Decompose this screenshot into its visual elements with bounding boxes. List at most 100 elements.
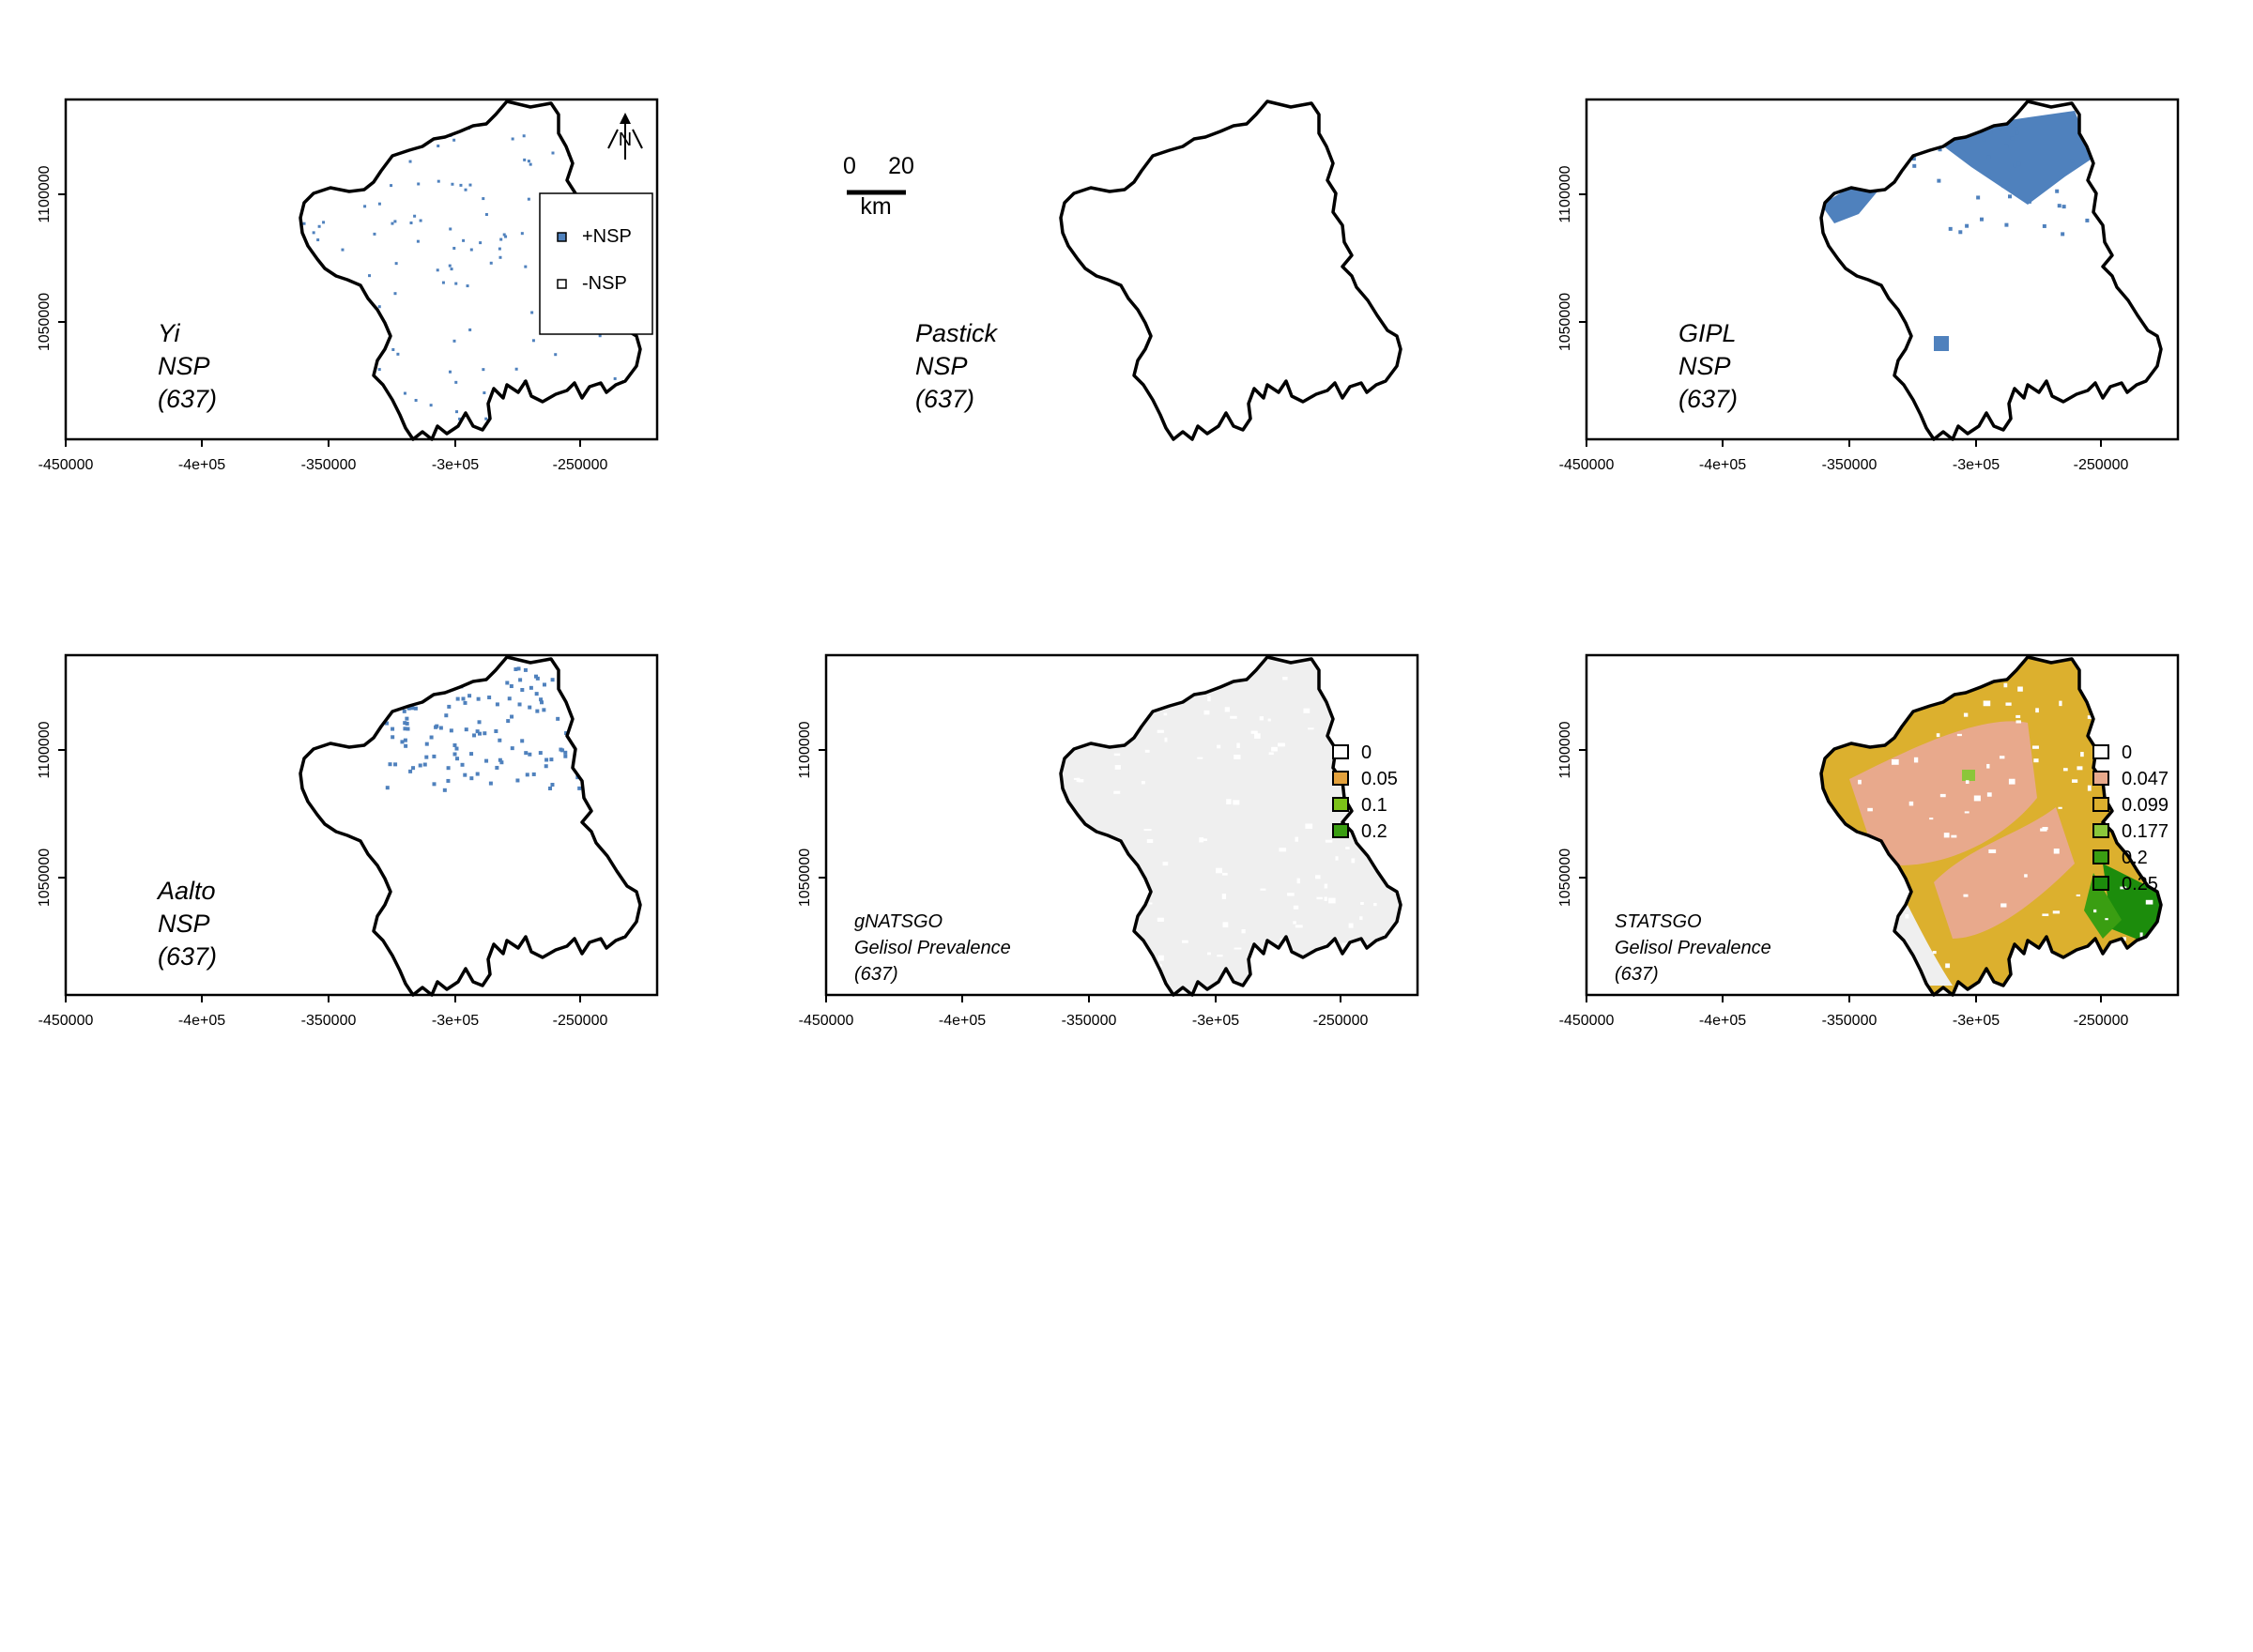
raster-cell [2059,700,2062,707]
raster-cell [2128,676,2134,681]
nsp-cell [2070,159,2075,163]
raster-cell [2015,720,2021,724]
nsp-cell [588,119,591,123]
nsp-cell [341,389,345,392]
nsp-cell [452,679,456,683]
nsp-cell [446,766,451,771]
y-tick-label: 1100000 [797,721,813,778]
raster-cell [1114,765,1121,770]
nsp-cell [528,705,532,710]
map-panel-aalto: -450000 -4e+05 -350000 -3e+05 -250000 1100000… [37,653,659,1029]
nsp-cell [498,255,502,259]
raster-cell [1282,676,1288,681]
raster-cell [1353,690,1359,693]
raster-cell [1134,956,1141,962]
nsp-cell [356,111,360,115]
nsp-cell [436,268,439,272]
nsp-cell [412,119,416,123]
nsp-cell [317,224,321,228]
x-tick-label: -3e+05 [1953,1013,2000,1029]
raster-cell [1913,757,1919,763]
raster-cell [1241,928,1246,934]
raster-cell [1142,959,1148,963]
raster-cell [1983,700,1991,707]
nsp-cell [1958,230,1963,235]
nsp-cell [580,165,584,169]
x-tick-label: -450000 [799,1013,854,1029]
nsp-cell [385,786,390,790]
raster-cell [1848,736,1853,739]
nsp-cell [520,687,525,692]
raster-cell [1203,710,1210,715]
nsp-cell [529,162,532,166]
nsp-cell [388,688,392,693]
nsp-cell [489,261,493,265]
raster-cell [1236,742,1240,749]
nsp-cell [467,694,472,698]
raster-cell [1323,681,1330,684]
nsp-cell [1938,147,1942,152]
nsp-cell [357,122,360,126]
nsp-cell [343,356,346,359]
nsp-cell [535,676,540,681]
raster-cell [1956,733,1962,737]
raster-cell [1226,799,1232,804]
nsp-cell [322,221,326,224]
raster-cell [1323,682,1328,687]
nsp-cell [529,685,533,690]
nsp-cell [432,120,436,124]
nsp-cell [1912,163,1917,168]
nsp-cell [462,238,466,242]
raster-cell [1157,729,1164,733]
nsp-cell [2055,189,2060,193]
raster-cell [1380,700,1387,703]
nsp-cell [580,680,585,684]
nsp-cell [411,766,416,771]
nsp-cell [502,233,506,237]
raster-cell [1360,902,1364,906]
nsp-cell [598,334,602,338]
nsp-cell [463,700,467,705]
legend-label: 0 [2122,742,2132,763]
nsp-cell [504,235,508,238]
raster-cell [2145,899,2153,905]
nsp-cell [511,137,514,141]
nsp-cell [405,721,409,726]
raster-cell [1341,684,1345,691]
raster-cell [1098,898,1106,902]
raster-cell [1881,720,1886,724]
nsp-cell [391,222,394,225]
raster-cell [1999,756,2005,759]
raster-cell [1988,849,1997,853]
nsp-cell [454,380,458,384]
nsp-cell [2010,136,2015,141]
nsp-cell [2015,130,2019,135]
map-panel-statsgo: -450000 -4e+05 -350000 -3e+05 -250000 1100000… [1557,653,2180,1029]
nsp-cell [559,747,563,752]
raster-cell [1851,693,1857,697]
nsp-cell [385,721,390,726]
scale-unit: km [860,193,891,220]
nsp-cell [522,134,526,138]
nsp-cell [577,666,582,671]
y-tick-label: 1100000 [37,721,53,778]
raster-cell [1162,862,1169,866]
nsp-cell [438,726,443,730]
raster-cell [1130,965,1135,971]
x-tick-label: -250000 [2074,457,2129,473]
raster-cell [1076,777,1081,782]
raster-cell [1351,714,1356,718]
nsp-cell [1897,160,1902,164]
x-tick-label: -250000 [1313,1013,1369,1029]
nsp-cell [568,694,573,698]
legend-swatch [2092,744,2109,759]
nsp-cell [2013,163,2017,168]
raster-cell [1250,730,1258,734]
panel-title-line: Gelisol Prevalence [854,938,1011,958]
raster-cell [1111,729,1119,736]
raster-cell [2040,828,2047,832]
nsp-cell [2061,205,2066,209]
nsp-cell [326,383,330,387]
raster-cell [1078,779,1084,783]
